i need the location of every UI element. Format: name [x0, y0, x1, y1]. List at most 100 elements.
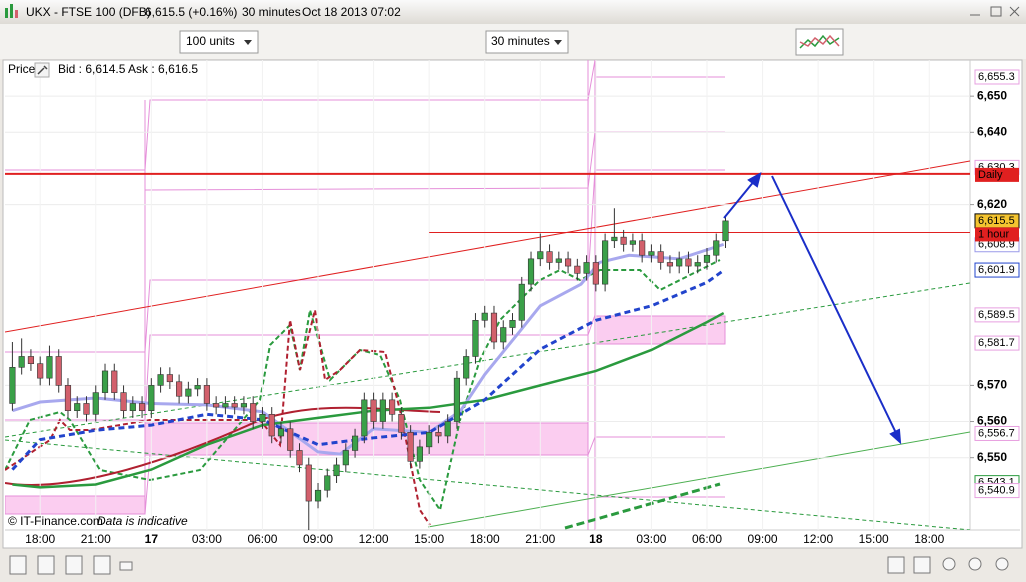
candle-body	[518, 283, 525, 321]
marks	[9, 208, 729, 530]
price-tag-label: 6,581.7	[978, 337, 1015, 349]
candle-body	[611, 236, 618, 242]
window-controls[interactable]	[970, 6, 1020, 17]
candle-body	[314, 489, 322, 502]
candle-body	[648, 251, 655, 256]
x-tick-label: 18	[589, 532, 603, 546]
price-tag-label: 6,556.7	[978, 427, 1015, 439]
price-tag	[974, 335, 1020, 351]
price-tag	[974, 425, 1020, 441]
candle-body	[342, 450, 349, 466]
x-tick-label: 06:00	[247, 532, 277, 546]
settings-icon[interactable]	[34, 62, 50, 78]
x-tick-label: 17	[145, 532, 159, 546]
level-tag	[975, 167, 1019, 182]
projection-line	[564, 482, 721, 530]
period-dropdown[interactable]	[485, 30, 569, 54]
tool-buttons[interactable]	[9, 555, 1009, 575]
candle-body	[555, 258, 562, 263]
copyright: © IT-Finance.com	[8, 514, 103, 528]
candle-body	[268, 414, 275, 437]
candle-body	[564, 258, 572, 267]
candle-body	[676, 258, 683, 267]
candle-body	[27, 356, 35, 364]
candle-body	[324, 475, 331, 491]
candle-body	[574, 265, 581, 274]
candle-body	[157, 374, 164, 386]
candle-body	[657, 251, 664, 263]
candle-body	[287, 428, 294, 451]
candle-body	[416, 446, 423, 462]
panel-label: Price	[8, 62, 36, 76]
level-tag-label: Daily	[978, 169, 1003, 181]
window-timestamp: Oct 18 2013 07:02	[302, 5, 401, 19]
candle-body	[685, 258, 692, 267]
x-tick-label: 15:00	[414, 532, 444, 546]
bottom-toolbar	[0, 549, 1026, 582]
candle-body	[546, 251, 553, 263]
candle-body	[148, 385, 155, 411]
candle-body	[185, 388, 192, 397]
candle-body	[296, 450, 303, 466]
candle-body	[620, 236, 627, 245]
candle-body	[444, 421, 451, 437]
trend-line	[5, 160, 970, 333]
candle-body	[305, 464, 312, 502]
candle-body	[222, 403, 229, 408]
x-tick-label: 21:00	[525, 532, 555, 546]
units-dropdown[interactable]	[179, 30, 259, 54]
indicator-button[interactable]	[795, 28, 844, 56]
candle-body	[111, 370, 118, 393]
price-tag-label: 6,615.5	[978, 215, 1015, 227]
candle-body	[55, 356, 62, 386]
candle-body	[129, 403, 136, 411]
price-tag	[974, 262, 1020, 278]
candle-body	[490, 312, 498, 343]
candle-body	[713, 240, 720, 256]
candle-body	[74, 403, 81, 411]
x-tick-label: 03:00	[636, 532, 666, 546]
bid-ask: Bid : 6,614.5 Ask : 6,616.5	[58, 62, 198, 76]
y-tick-label: 6,620	[977, 197, 1007, 211]
trend-line	[5, 439, 970, 530]
candle-body	[64, 385, 72, 411]
x-tick-label: 09:00	[748, 532, 778, 546]
x-tick-label: 18:00	[914, 532, 944, 546]
stochastic-line	[5, 259, 721, 513]
window-price: 6,615.5 (+0.16%)	[145, 5, 237, 19]
candle-body	[83, 403, 90, 415]
x-tick-label: 18:00	[25, 532, 55, 546]
candle-body	[240, 403, 248, 408]
candle-body	[639, 240, 646, 256]
candle-body	[509, 320, 516, 328]
y-tick-label: 6,550	[977, 450, 1007, 464]
x-tick-label: 03:00	[192, 532, 222, 546]
candle-body	[666, 262, 674, 267]
x-tick-label: 12:00	[359, 532, 389, 546]
chart-panel	[2, 59, 1023, 549]
forecast-arrows	[723, 172, 902, 445]
candle-body	[37, 363, 44, 379]
candle-body	[426, 432, 433, 448]
price-tag	[974, 307, 1020, 323]
candle-body	[407, 432, 414, 462]
candle-body	[389, 399, 396, 415]
candle-body	[453, 377, 461, 422]
candle-body	[176, 381, 183, 397]
app-icon	[5, 4, 18, 18]
x-tick-label: 12:00	[803, 532, 833, 546]
candle-body	[370, 399, 377, 422]
y-tick-label: 6,640	[977, 124, 1007, 138]
price-tag-label: 6,540.9	[978, 484, 1015, 496]
window-title: UKX - FTSE 100 (DFB)	[26, 5, 151, 19]
candle-body	[361, 399, 368, 437]
x-tick-label: 18:00	[470, 532, 500, 546]
candle-body	[194, 385, 201, 390]
candle-body	[213, 403, 220, 408]
candle-body	[472, 320, 479, 357]
candle-body	[537, 251, 544, 260]
candle-body	[602, 240, 609, 285]
x-tick-label: 15:00	[859, 532, 889, 546]
title-bar	[0, 0, 1026, 24]
